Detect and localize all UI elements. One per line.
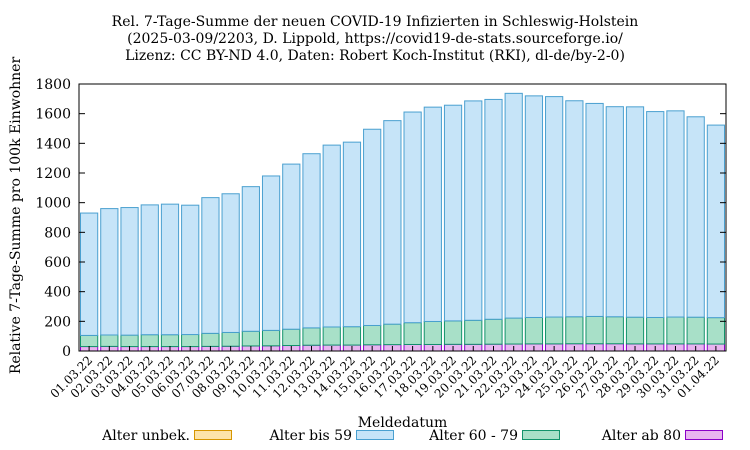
bar-segment xyxy=(423,320,442,345)
bar-segment xyxy=(181,334,200,348)
bar-segment xyxy=(403,322,422,345)
y-axis-title: Relative 7-Tage-Summe pro 100k Einwohner xyxy=(8,57,24,375)
bar-segment xyxy=(484,98,503,320)
y-tick-label: 0 xyxy=(62,344,71,360)
y-tick-label: 200 xyxy=(44,314,71,330)
bar-segment xyxy=(666,110,685,318)
bar-segment xyxy=(605,316,624,345)
bar-segment xyxy=(423,106,442,322)
bar-segment xyxy=(302,153,321,329)
bar-segment xyxy=(221,193,240,333)
y-tick-label: 1400 xyxy=(35,136,71,152)
bar-segment xyxy=(322,326,341,346)
legend-label: Alter bis 59 xyxy=(269,428,352,444)
bar-segment xyxy=(565,316,584,345)
bar-segment xyxy=(221,331,240,347)
bar-segment xyxy=(160,334,180,348)
bar-segment xyxy=(585,102,604,317)
bar-segment xyxy=(241,330,260,347)
bar-segment xyxy=(261,329,281,347)
bar-segment xyxy=(282,328,301,347)
bar-segment xyxy=(181,204,200,336)
bar-segment xyxy=(706,124,725,319)
bar-segment xyxy=(140,204,159,336)
bar-segment xyxy=(524,95,544,318)
bar-segment xyxy=(565,100,584,318)
x-axis-title: Meldedatum xyxy=(358,415,448,431)
bar-segment xyxy=(625,106,645,318)
legend-item-unknown: Alter unbek. xyxy=(0,428,232,446)
bar-segment xyxy=(363,324,382,346)
bar-segment xyxy=(443,320,463,345)
y-tick-label: 1000 xyxy=(35,196,71,212)
legend-label: Alter unbek. xyxy=(102,428,190,444)
legend-item-under-59: Alter bis 59 xyxy=(0,428,394,446)
bar-segment xyxy=(261,175,281,331)
bar-segment xyxy=(140,334,159,348)
bar-segment xyxy=(80,334,99,348)
bar-segment xyxy=(686,116,705,318)
bar-segment xyxy=(443,104,463,322)
bar-segment xyxy=(100,208,119,336)
chart-title-line-3: Lizenz: CC BY-ND 4.0, Daten: Robert Koch… xyxy=(125,48,625,64)
bar-segment xyxy=(625,316,645,345)
bar-segment xyxy=(80,212,99,336)
bar-segment xyxy=(383,120,402,325)
y-tick-label: 400 xyxy=(44,285,71,301)
legend-swatch xyxy=(194,430,232,440)
legend-label: Alter 60 - 79 xyxy=(429,428,518,444)
legend-item-60-79: Alter 60 - 79 xyxy=(0,428,560,446)
bar-segment xyxy=(201,197,220,334)
y-tick-label: 1600 xyxy=(35,107,71,123)
bar-segment xyxy=(120,334,139,348)
bar-segment xyxy=(120,207,139,336)
y-tick-label: 800 xyxy=(44,225,71,241)
bar-segment xyxy=(160,203,180,336)
bar-segment xyxy=(241,186,260,332)
legend-item-over-80: Alter ab 80 xyxy=(0,428,723,446)
bar-segment xyxy=(403,111,422,324)
bar-segment xyxy=(322,144,341,328)
bar-segment xyxy=(100,334,119,347)
bar-segment xyxy=(686,316,705,345)
chart-title-line-2: (2025-03-09/2203, D. Lippold, https://co… xyxy=(127,31,623,47)
bar-segment xyxy=(464,319,483,345)
bar-segment xyxy=(464,100,483,321)
bar-segment xyxy=(363,128,382,326)
bar-segment xyxy=(484,318,503,345)
bar-segment xyxy=(201,332,220,347)
bar-segment xyxy=(524,316,544,345)
chart-title-line-1: Rel. 7-Tage-Summe der neuen COVID-19 Inf… xyxy=(111,14,639,30)
bar-segment xyxy=(282,163,301,330)
y-tick-label: 1200 xyxy=(35,166,71,182)
y-tick-label: 600 xyxy=(44,255,71,271)
bar-segment xyxy=(605,106,624,318)
bar-segment xyxy=(342,326,362,346)
bar-segment xyxy=(342,141,362,328)
bar-segment xyxy=(666,316,685,345)
legend-swatch xyxy=(522,430,560,440)
bar-segment xyxy=(504,317,523,345)
bar-segment xyxy=(646,111,665,318)
legend-label: Alter ab 80 xyxy=(601,428,681,444)
bar-segment xyxy=(545,96,564,318)
plot-frame xyxy=(78,83,727,352)
bar-segment xyxy=(585,315,604,345)
y-tick-label: 1800 xyxy=(35,77,71,93)
bar-segment xyxy=(646,316,665,345)
bar-segment xyxy=(302,327,321,346)
bar-segment xyxy=(545,316,564,345)
legend-swatch xyxy=(685,430,723,440)
chart-legend: Alter unbek. Alter bis 59 Alter 60 - 79 … xyxy=(0,428,750,448)
legend-swatch xyxy=(356,430,394,440)
bar-segment xyxy=(383,323,402,346)
bar-segment xyxy=(504,92,523,319)
